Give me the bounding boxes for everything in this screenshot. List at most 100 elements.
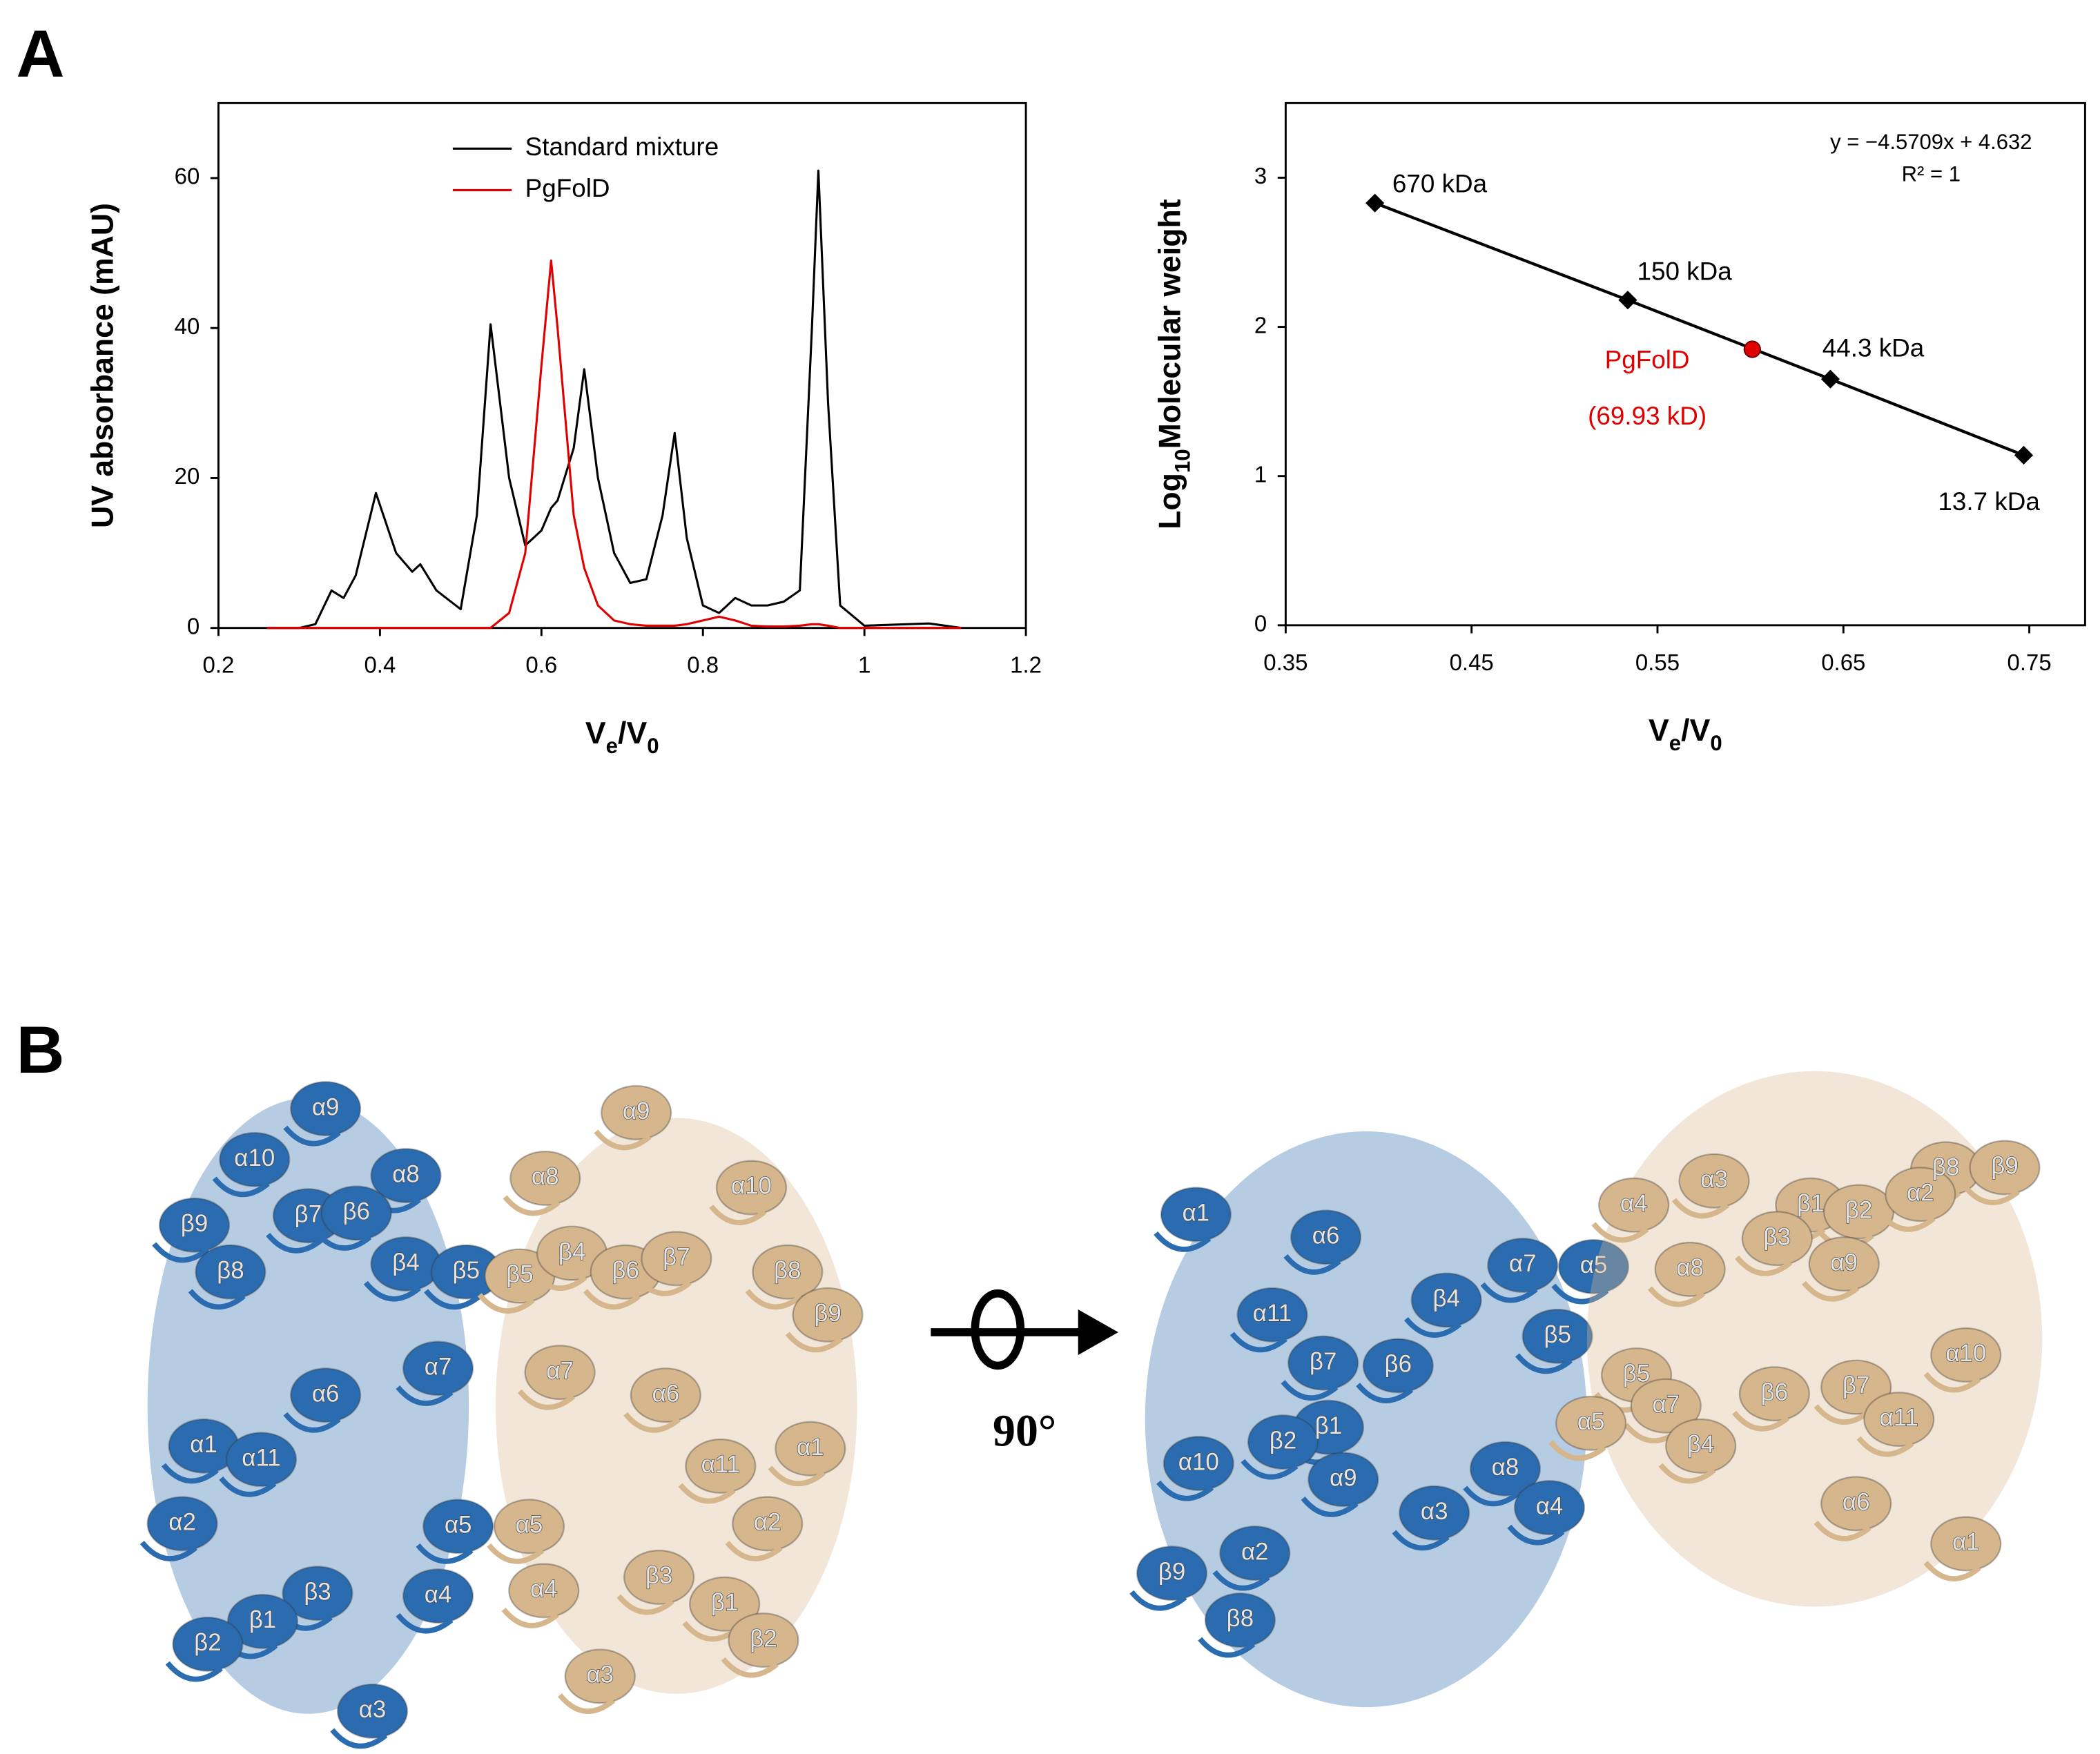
ribbon-loop [1591,1222,1649,1243]
structure-label: α1 [797,1434,824,1461]
ribbon-loop [1392,1530,1450,1551]
ribbon-loop [1281,1380,1339,1401]
structure-label: β5 [1544,1321,1571,1348]
helix-coil [752,1244,824,1300]
structure-label: α8 [1676,1254,1704,1281]
helix-coil [524,1345,596,1401]
structure-label: α7 [1652,1391,1680,1418]
ribbon-loop [616,1594,674,1615]
highlight-label: (69.93 kD) [1588,402,1707,430]
ribbon-loop [266,1232,324,1254]
helix-coil [219,1131,291,1187]
highlight-point [1743,340,1761,358]
ribbon-loop [517,1389,575,1410]
structure-label: β8 [217,1257,244,1284]
structure-label: β4 [392,1249,420,1276]
ribbon-loop [583,1289,641,1310]
helix-coil [1555,1395,1627,1451]
ribbon-loop [1229,1332,1287,1353]
structure-label: α6 [652,1380,680,1407]
helix-coil [1513,1480,1586,1536]
x-tick-label: 0.65 [1821,650,1865,675]
equation: R² = 1 [1902,162,1961,186]
ribbon-loop [1154,1231,1212,1252]
structure-label: α11 [1253,1300,1292,1327]
plot-frame [217,101,1027,630]
x-tick-label: 1 [858,652,871,678]
trendline [1374,202,2025,457]
x-tick-label: 0.6 [525,652,557,678]
plot-frame [1284,101,2086,627]
ribbon-loop [396,1612,454,1634]
ribbon-loop [1923,1561,1981,1581]
series-line [266,259,962,630]
helix-coil [1557,1238,1630,1294]
ribbon-loop [1241,1459,1299,1480]
ribbon-loop [721,1657,779,1678]
legend-label: Standard mixture [525,133,719,161]
helix-coil [1362,1338,1434,1394]
structure-label: α5 [516,1511,543,1538]
structure-label: β9 [1158,1558,1186,1585]
helix-coil [1885,1167,1956,1222]
structure-label: β8 [1227,1605,1254,1632]
protein-chain [1129,1131,1630,1708]
structure-label: α11 [242,1444,280,1471]
helix-coil [601,1084,672,1140]
structure-label: α9 [312,1093,340,1120]
structure-label: α8 [532,1163,559,1190]
structure-label: α8 [392,1160,420,1187]
structure-label: α10 [1945,1340,1986,1367]
ribbon-loop [1732,1410,1790,1432]
ribbon-loop [1507,1524,1565,1546]
helix-coil [370,1148,442,1204]
structure-label: β5 [1623,1360,1651,1387]
helix-coil [1969,1140,2041,1196]
ribbon-loop [477,1293,535,1314]
structure-label: α10 [234,1144,275,1171]
point-label: 13.7 kDa [1938,487,2040,516]
y-tick-label: 60 [175,164,200,189]
structure-label: α1 [1952,1529,1980,1556]
structure-label: α10 [731,1173,772,1200]
helix-coil [1307,1452,1379,1508]
structure-label: α1 [1183,1200,1210,1227]
structure-label: β5 [453,1257,480,1284]
helix-coil [402,1568,474,1624]
protein-chain [477,1084,864,1714]
helix-coil [728,1612,799,1668]
ribbon-loop [1283,1254,1341,1275]
structure-label: β2 [750,1625,777,1652]
ribbon-loop [1548,1440,1606,1461]
helix-coil [422,1499,494,1555]
helix-coil [320,1185,392,1241]
helix-coil [336,1683,409,1739]
structure-label: α3 [359,1696,387,1723]
helix-coil [1678,1153,1750,1209]
structure-label: β7 [295,1200,322,1227]
ribbon-loop [1463,1485,1521,1507]
helix-coil [1247,1414,1319,1470]
rotation-loop [971,1289,1025,1370]
helix-coil [290,1367,362,1423]
structure-label: α4 [425,1581,452,1608]
protein-chain [139,1081,502,1749]
helix-coil [1290,1209,1362,1265]
structure-label: α5 [1577,1408,1605,1435]
structure-label: β1 [1315,1412,1342,1439]
legend-label: PgFolD [525,174,610,202]
structure-label: α11 [701,1451,740,1478]
y-tick-label: 40 [175,313,200,339]
data-point [1365,193,1385,213]
structure-label: β3 [645,1562,673,1589]
point-label: 670 kDa [1392,170,1488,198]
ribbon-loop [212,1176,270,1198]
ribbon-loop [1301,1496,1359,1517]
structure-label: β9 [814,1300,841,1327]
panel-label: B [17,1012,65,1087]
helix-coil [1204,1592,1276,1648]
y-tick-label: 20 [175,463,200,489]
ribbon-loop [1814,1404,1871,1425]
helix-coil [564,1648,636,1704]
